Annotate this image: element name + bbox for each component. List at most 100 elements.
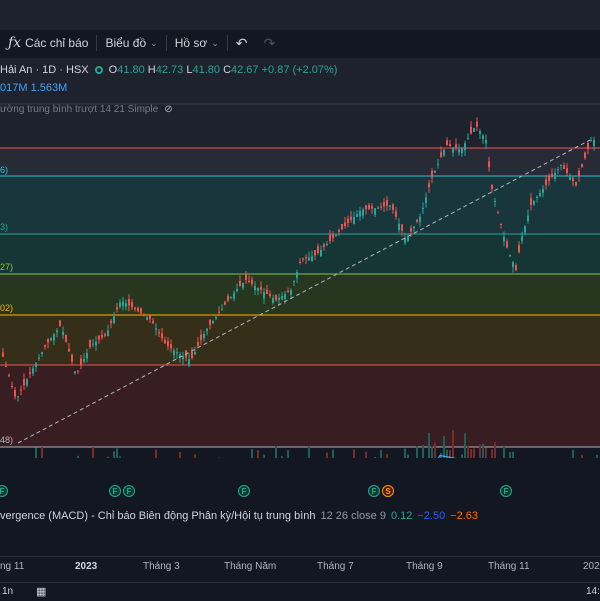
indicators-button[interactable]: ƒx Các chỉ báo: [0, 30, 96, 56]
time-tick: Tháng Năm: [224, 561, 276, 572]
candle-body: [251, 280, 253, 284]
candle-body: [347, 218, 349, 223]
candle-body: [590, 140, 592, 141]
candle-body: [197, 342, 199, 346]
candle-body: [143, 315, 145, 316]
candle-body: [17, 396, 19, 397]
volume-bar: [422, 445, 424, 458]
candle-body: [98, 336, 100, 340]
candle-body: [62, 332, 64, 335]
candle-body: [395, 211, 397, 216]
candle-body: [65, 335, 67, 342]
candle-body: [20, 390, 22, 391]
candle-body: [557, 169, 559, 170]
candle-body: [425, 198, 427, 203]
chart-canvas[interactable]: [0, 58, 600, 458]
chevron-down-icon: ⌄: [150, 38, 158, 49]
signal-marker[interactable]: F: [500, 485, 512, 497]
candle-body: [491, 185, 493, 189]
volume-bar: [482, 444, 484, 458]
moving-average-legend[interactable]: ường trung bình trượt 14 21 Simple ⊘: [0, 104, 173, 115]
volume-bar: [491, 449, 493, 458]
candle-body: [119, 302, 121, 306]
signal-marker[interactable]: F: [368, 485, 380, 497]
candle-body: [551, 174, 553, 177]
candle-body: [140, 308, 142, 313]
volume-bar: [308, 447, 310, 458]
candle-body: [29, 372, 31, 374]
volume-bar: [92, 447, 94, 458]
price-chart[interactable]: [0, 58, 600, 458]
undo-button[interactable]: ↶: [228, 30, 256, 56]
candle-body: [392, 205, 394, 210]
candle-body: [383, 202, 385, 206]
candle-body: [575, 182, 577, 185]
candle-body: [113, 316, 115, 323]
macd-params: 12 26 close 9: [321, 510, 386, 522]
candle-body: [107, 330, 109, 336]
candle-body: [539, 193, 541, 196]
calendar-icon[interactable]: ▦: [36, 585, 46, 598]
fib-level-label: 48): [0, 435, 13, 445]
candle-body: [452, 147, 454, 152]
candle-body: [287, 291, 289, 292]
candle-body: [416, 220, 418, 222]
candle-body: [77, 371, 79, 372]
macd-name: vergence (MACD) - Chỉ báo Biên động Phân…: [0, 510, 316, 522]
candle-body: [128, 299, 130, 305]
candle-body: [80, 358, 82, 365]
symbol-title[interactable]: Hải An · 1D · HSX: [0, 64, 89, 76]
candle-body: [326, 244, 328, 245]
signal-marker[interactable]: F: [109, 485, 121, 497]
chart-menu-button[interactable]: Biểu đồ ⌄: [97, 30, 165, 56]
candle-body: [296, 272, 298, 278]
volume-bar: [479, 444, 481, 458]
signal-marker[interactable]: F: [238, 485, 250, 497]
timeframe-button[interactable]: 1n: [2, 586, 13, 597]
volume-legend: 017M 1.563M: [0, 82, 67, 94]
fib-level-label: 27): [0, 262, 13, 272]
candle-body: [566, 168, 568, 173]
time-tick: Tháng 3: [143, 561, 180, 572]
candle-body: [116, 307, 118, 309]
profile-menu-button[interactable]: Hồ sơ ⌄: [167, 30, 227, 56]
signal-marker[interactable]: F: [123, 485, 135, 497]
candle-body: [467, 138, 469, 139]
candle-body: [2, 352, 4, 356]
fib-level-label: 6): [0, 165, 8, 175]
market-status-icon: [95, 66, 103, 74]
time-axis[interactable]: ng 11 2023 Tháng 3 Tháng Năm Tháng 7 Thá…: [0, 556, 600, 575]
candle-body: [239, 281, 241, 286]
volume-bar: [353, 449, 355, 458]
candle-body: [257, 288, 259, 291]
redo-button[interactable]: ↷: [256, 30, 284, 56]
candle-body: [59, 321, 61, 327]
signal-marker[interactable]: F: [0, 485, 8, 497]
candle-body: [533, 201, 535, 205]
candle-body: [149, 315, 151, 320]
chevron-down-icon: ⌄: [211, 38, 219, 49]
ma-label: ường trung bình trượt 14 21 Simple: [0, 104, 158, 115]
volume-bar: [251, 449, 253, 458]
eye-off-icon[interactable]: ⊘: [164, 104, 172, 115]
candle-body: [530, 198, 532, 205]
volume-bar: [35, 448, 37, 458]
undo-icon: ↶: [236, 35, 248, 52]
sell-signal-marker[interactable]: S: [382, 485, 394, 497]
candle-body: [335, 235, 337, 236]
volume-bar: [332, 450, 334, 458]
candle-body: [134, 308, 136, 310]
volume-bar: [275, 446, 277, 458]
candle-body: [320, 250, 322, 256]
candle-body: [275, 295, 277, 300]
volume-bar: [41, 447, 43, 458]
candle-body: [536, 197, 538, 198]
macd-value-1: 0.12: [391, 510, 412, 522]
candle-body: [329, 235, 331, 241]
candle-body: [473, 128, 475, 132]
candle-body: [74, 372, 76, 374]
candle-body: [224, 302, 226, 305]
macd-legend[interactable]: vergence (MACD) - Chỉ báo Biên động Phân…: [0, 508, 600, 524]
time-tick: Tháng 9: [406, 561, 443, 572]
candle-body: [95, 342, 97, 346]
